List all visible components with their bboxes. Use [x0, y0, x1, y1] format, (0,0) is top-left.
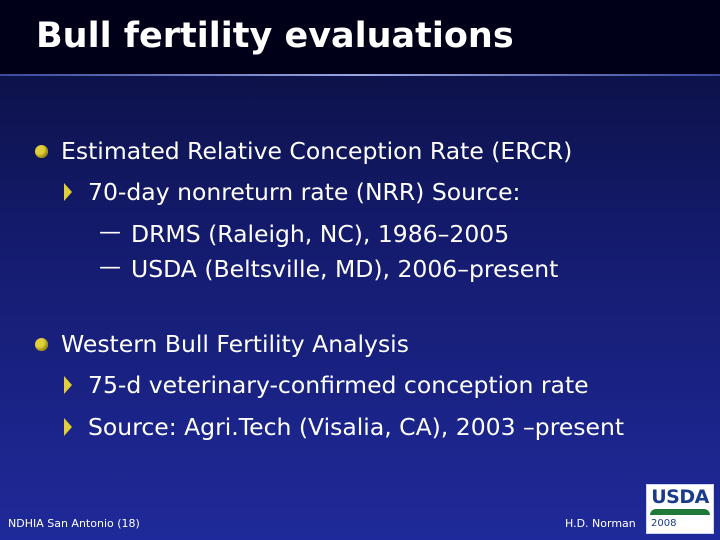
usda-logo: USDA 2008: [646, 484, 714, 534]
usda-logo-letters: USDA: [651, 486, 709, 508]
slide-title: Bull fertility evaluations: [36, 16, 514, 56]
footer-left-text: NDHIA San Antonio (18): [8, 517, 140, 530]
usda-logo-year: 2008: [651, 518, 677, 529]
bullet-1-text: Estimated Relative Conception Rate (ERCR…: [61, 137, 573, 165]
bullet-1-sub-1-item-2: USDA (Beltsville, MD), 2006–present: [131, 255, 559, 283]
bullet-2-sub-1-text: 75-d veterinary-confirmed conception rat…: [88, 371, 589, 399]
bullet-2-text: Western Bull Fertility Analysis: [61, 330, 409, 358]
bullet-1-sub-1-item-1: DRMS (Raleigh, NC), 1986–2005: [131, 220, 510, 248]
subbullet-arrow-icon: [64, 183, 72, 201]
subbullet-arrow-icon: [64, 418, 72, 436]
bullet-2-sub-2-text: Source: Agri.Tech (Visalia, CA), 2003 –p…: [88, 413, 625, 441]
footer-right-text: H.D. Norman: [565, 517, 636, 530]
bullet-dot-icon: [35, 145, 48, 158]
title-divider: [0, 74, 720, 76]
dash-icon: —: [99, 255, 121, 280]
bullet-dot-icon: [35, 338, 48, 351]
bullet-1-sub-1-text: 70-day nonreturn rate (NRR) Source:: [88, 178, 521, 206]
subbullet-arrow-icon: [64, 376, 72, 394]
usda-logo-hill-icon: [650, 509, 710, 515]
title-bar: Bull fertility evaluations: [0, 0, 720, 74]
dash-icon: —: [99, 220, 121, 245]
